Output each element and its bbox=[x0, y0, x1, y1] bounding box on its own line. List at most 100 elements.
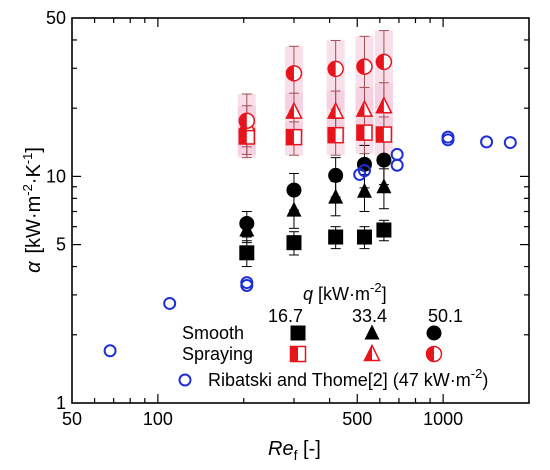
legend-marker-spraying-1 bbox=[289, 345, 307, 363]
data-point-smooth_50_1 bbox=[286, 182, 302, 198]
y-tick-label: 10 bbox=[46, 166, 66, 186]
marker-fill bbox=[328, 127, 336, 143]
legend-q-exp: -2 bbox=[370, 280, 382, 295]
x-tick-label: 50 bbox=[62, 409, 82, 429]
legend-q-close: ] bbox=[382, 284, 387, 304]
data-point-ribatski bbox=[480, 135, 494, 149]
marker-fill bbox=[286, 129, 294, 145]
marker-shape bbox=[328, 167, 344, 183]
legend-marker-ribatski bbox=[178, 373, 192, 387]
data-point-spraying_16_7 bbox=[356, 124, 373, 141]
marker-shape bbox=[103, 344, 117, 358]
marker-fill bbox=[286, 65, 294, 81]
data-point-spraying_33_4 bbox=[375, 96, 393, 114]
marker-shape bbox=[239, 215, 255, 231]
marker-shape bbox=[290, 325, 306, 341]
legend-ribatski-label: Ribatski and Thome[2] (47 kW·m bbox=[208, 370, 471, 390]
data-point-smooth_33_4 bbox=[286, 201, 302, 217]
axis-ticks bbox=[72, 18, 529, 403]
legend-ribatski: Ribatski and Thome[2] (47 kW·m-2) bbox=[208, 366, 488, 390]
marker-fill bbox=[328, 61, 336, 77]
data-points bbox=[103, 53, 517, 358]
legend: q [kW·m-2] 16.7 33.4 50.1 Smooth Sprayin… bbox=[178, 280, 488, 390]
marker-fill bbox=[290, 346, 298, 362]
y-axis-title-mid: ·K bbox=[23, 164, 45, 185]
marker-shape bbox=[364, 324, 380, 340]
plot-frame bbox=[71, 17, 530, 404]
x-axis-title-sub: f bbox=[294, 447, 298, 463]
marker-shape bbox=[240, 276, 254, 290]
data-point-smooth_50_1 bbox=[328, 167, 344, 183]
legend-marker-spraying-2 bbox=[363, 343, 381, 362]
marker-shape bbox=[480, 135, 494, 149]
data-point-smooth_33_4 bbox=[376, 178, 392, 194]
marker-fill bbox=[364, 345, 372, 361]
marker-shape bbox=[390, 158, 404, 172]
legend-markers bbox=[178, 324, 443, 387]
data-point-smooth_16_7 bbox=[328, 229, 344, 245]
data-point-ribatski bbox=[503, 136, 517, 150]
data-point-ribatski bbox=[390, 147, 404, 161]
legend-q-value-3: 50.1 bbox=[428, 306, 463, 326]
marker-shape bbox=[328, 229, 344, 245]
legend-q-value-1: 16.7 bbox=[268, 306, 303, 326]
marker-shape bbox=[286, 182, 302, 198]
marker-shape bbox=[328, 188, 344, 204]
data-point-ribatski bbox=[357, 164, 371, 178]
data-point-spraying_16_7 bbox=[375, 126, 393, 143]
marker-fill bbox=[239, 113, 247, 129]
y-tick-label: 1 bbox=[56, 393, 66, 413]
marker-fill bbox=[356, 125, 365, 141]
data-point-smooth_33_4 bbox=[356, 182, 372, 198]
marker-shape bbox=[286, 235, 302, 251]
marker-shape bbox=[376, 178, 392, 194]
legend-row-smooth: Smooth bbox=[182, 323, 244, 343]
legend-q-symbol: q bbox=[303, 284, 313, 304]
data-point-smooth_16_7 bbox=[356, 229, 372, 245]
legend-marker-smooth-1 bbox=[290, 325, 306, 341]
marker-shape bbox=[426, 325, 442, 341]
legend-marker-smooth-2 bbox=[364, 324, 380, 340]
data-point-smooth_33_4 bbox=[328, 188, 344, 204]
data-point-smooth_16_7 bbox=[286, 235, 302, 251]
data-point-spraying_33_4 bbox=[326, 101, 345, 119]
y-tick-label: 50 bbox=[46, 8, 66, 28]
y-axis-title-close: ] bbox=[23, 147, 45, 153]
y-axis-title-unit: [kW·m bbox=[23, 196, 45, 254]
marker-shape bbox=[163, 296, 177, 310]
data-point-spraying_50_1 bbox=[285, 65, 303, 82]
marker-fill bbox=[286, 103, 294, 119]
marker-fill bbox=[376, 97, 384, 113]
marker-shape bbox=[441, 130, 455, 144]
legend-q-unit: [kW·m bbox=[313, 284, 370, 304]
data-point-spraying_50_1 bbox=[327, 60, 344, 78]
data-point-smooth_50_1 bbox=[239, 215, 255, 231]
marker-shape bbox=[503, 136, 517, 150]
data-point-spraying_50_1 bbox=[356, 58, 373, 75]
marker-shape bbox=[390, 147, 404, 161]
data-point-smooth_50_1 bbox=[376, 152, 392, 168]
data-point-ribatski bbox=[240, 276, 254, 290]
legend-row-spraying: Spraying bbox=[182, 344, 253, 364]
legend-q-title: q [kW·m-2] bbox=[303, 280, 387, 304]
marker-shape bbox=[178, 373, 192, 387]
data-point-ribatski bbox=[390, 158, 404, 172]
marker-shape bbox=[286, 201, 302, 217]
marker-fill bbox=[356, 59, 365, 75]
marker-shape bbox=[376, 222, 392, 238]
marker-shape bbox=[376, 152, 392, 168]
data-point-ribatski bbox=[163, 296, 177, 310]
x-axis-title: Ref [-] bbox=[268, 438, 321, 463]
data-point-spraying_33_4 bbox=[285, 101, 303, 119]
x-tick-label: 1000 bbox=[423, 409, 463, 429]
data-point-ribatski bbox=[441, 130, 455, 144]
marker-fill bbox=[376, 54, 384, 70]
marker-shape bbox=[356, 182, 372, 198]
legend-marker-spraying-3 bbox=[425, 345, 443, 363]
marker-fill bbox=[376, 127, 384, 143]
marker-shape bbox=[239, 245, 255, 261]
axis-tick-labels: 50 100 500 1000 1 5 10 50 bbox=[46, 8, 463, 429]
data-point-spraying_16_7 bbox=[285, 128, 303, 146]
marker-fill bbox=[328, 103, 336, 119]
data-point-spraying_33_4 bbox=[355, 99, 374, 117]
